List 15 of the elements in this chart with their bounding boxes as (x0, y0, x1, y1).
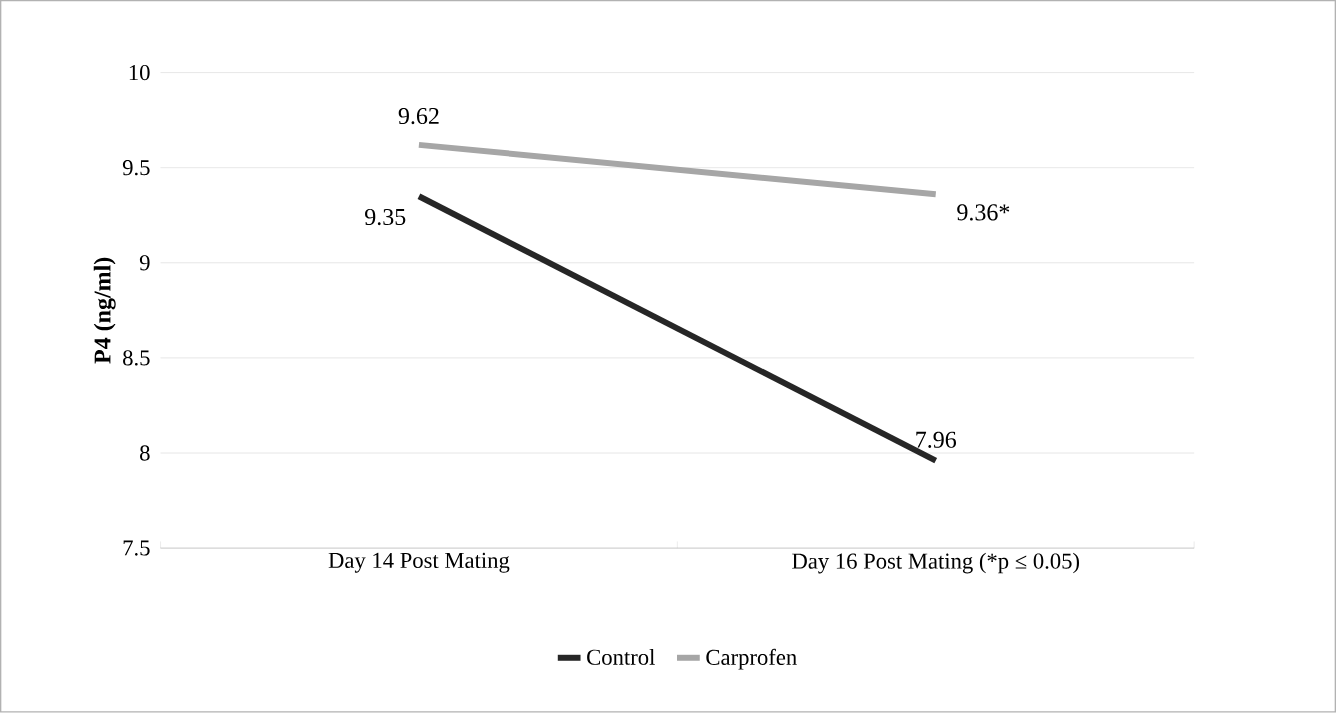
y-axis-title: P4 (ng/ml) (93, 257, 116, 364)
legend-label: Carprofen (706, 649, 797, 670)
data-label: 9.35 (365, 209, 406, 226)
y-tick-label: 10 (129, 65, 150, 81)
y-tick-label: 8.5 (123, 350, 150, 366)
y-tick-label: 8 (140, 445, 150, 461)
y-tick-label: 7.5 (123, 540, 150, 556)
y-tick-label: 9 (139, 255, 150, 271)
x-tick-label: Day 16 Post Mating (*p ≤ 0.05) (792, 553, 1080, 574)
data-label: 9.62 (398, 108, 439, 125)
legend-label: Control (587, 649, 655, 666)
data-label: 7.96 (916, 431, 957, 449)
data-label: 9.36* (957, 204, 1010, 221)
x-tick-label: Day 14 Post Mating (328, 553, 510, 573)
y-tick-label: 9.5 (122, 160, 150, 176)
